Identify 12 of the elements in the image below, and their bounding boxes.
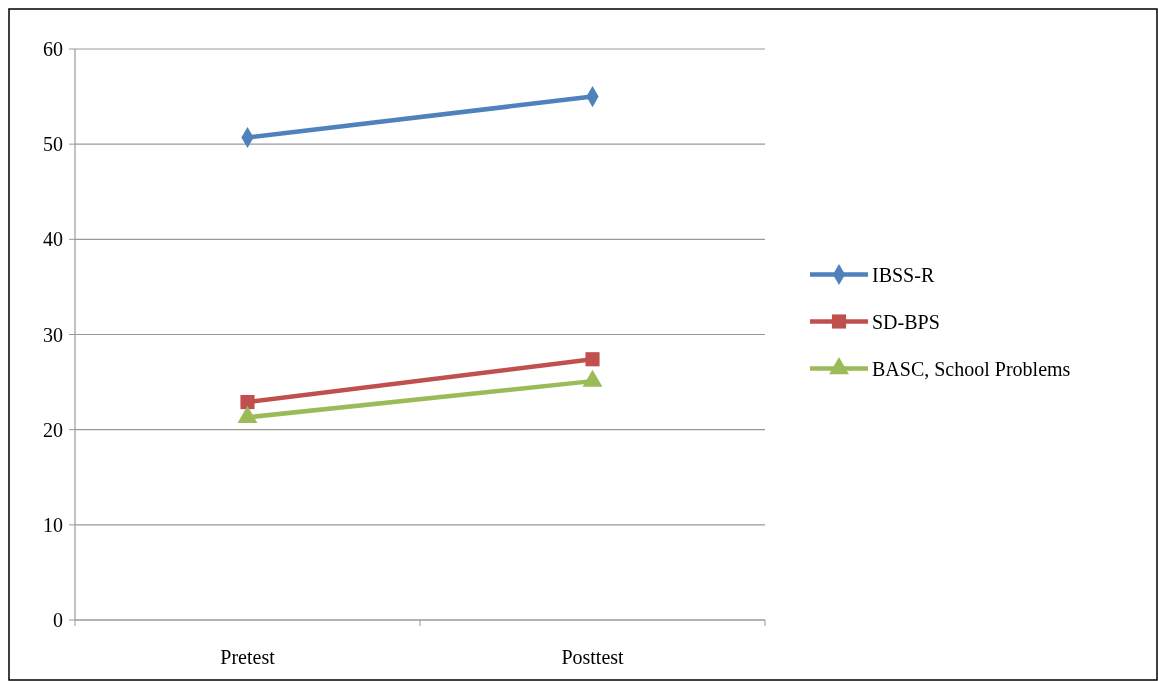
y-tick-label: 50: [43, 133, 63, 156]
y-tick-label: 0: [53, 609, 63, 631]
y-tick-label: 30: [43, 323, 63, 346]
legend-label: SD-BPS: [872, 310, 940, 333]
legend-label: IBSS-R: [872, 263, 935, 286]
y-tick-label: 60: [43, 38, 63, 60]
x-tick-label: Posttest: [561, 646, 625, 668]
legend-label: BASC, School Problems: [872, 357, 1071, 380]
x-tick-label: Pretest: [220, 646, 276, 668]
y-tick-label: 10: [43, 513, 63, 536]
y-tick-label: 40: [43, 228, 63, 251]
y-tick-label: 20: [43, 418, 63, 441]
